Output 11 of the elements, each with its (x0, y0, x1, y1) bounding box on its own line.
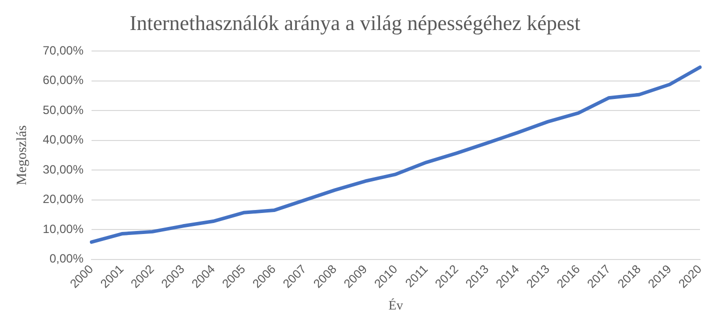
y-tick-label: 0,00% (49, 252, 84, 266)
y-tick-label: 20,00% (42, 192, 84, 206)
y-tick-label: 60,00% (42, 73, 84, 88)
y-tick-label: 40,00% (42, 132, 84, 147)
x-axis-title: Év (388, 298, 404, 313)
y-tick-label: 10,00% (42, 222, 84, 236)
y-axis-title: Megoszlás (15, 125, 30, 186)
y-tick-label: 30,00% (42, 162, 84, 176)
y-tick-label: 50,00% (42, 102, 84, 117)
chart-title: Internethasználók aránya a világ népességéhez képest (130, 11, 581, 36)
y-tick-label: 70,00% (42, 44, 84, 58)
